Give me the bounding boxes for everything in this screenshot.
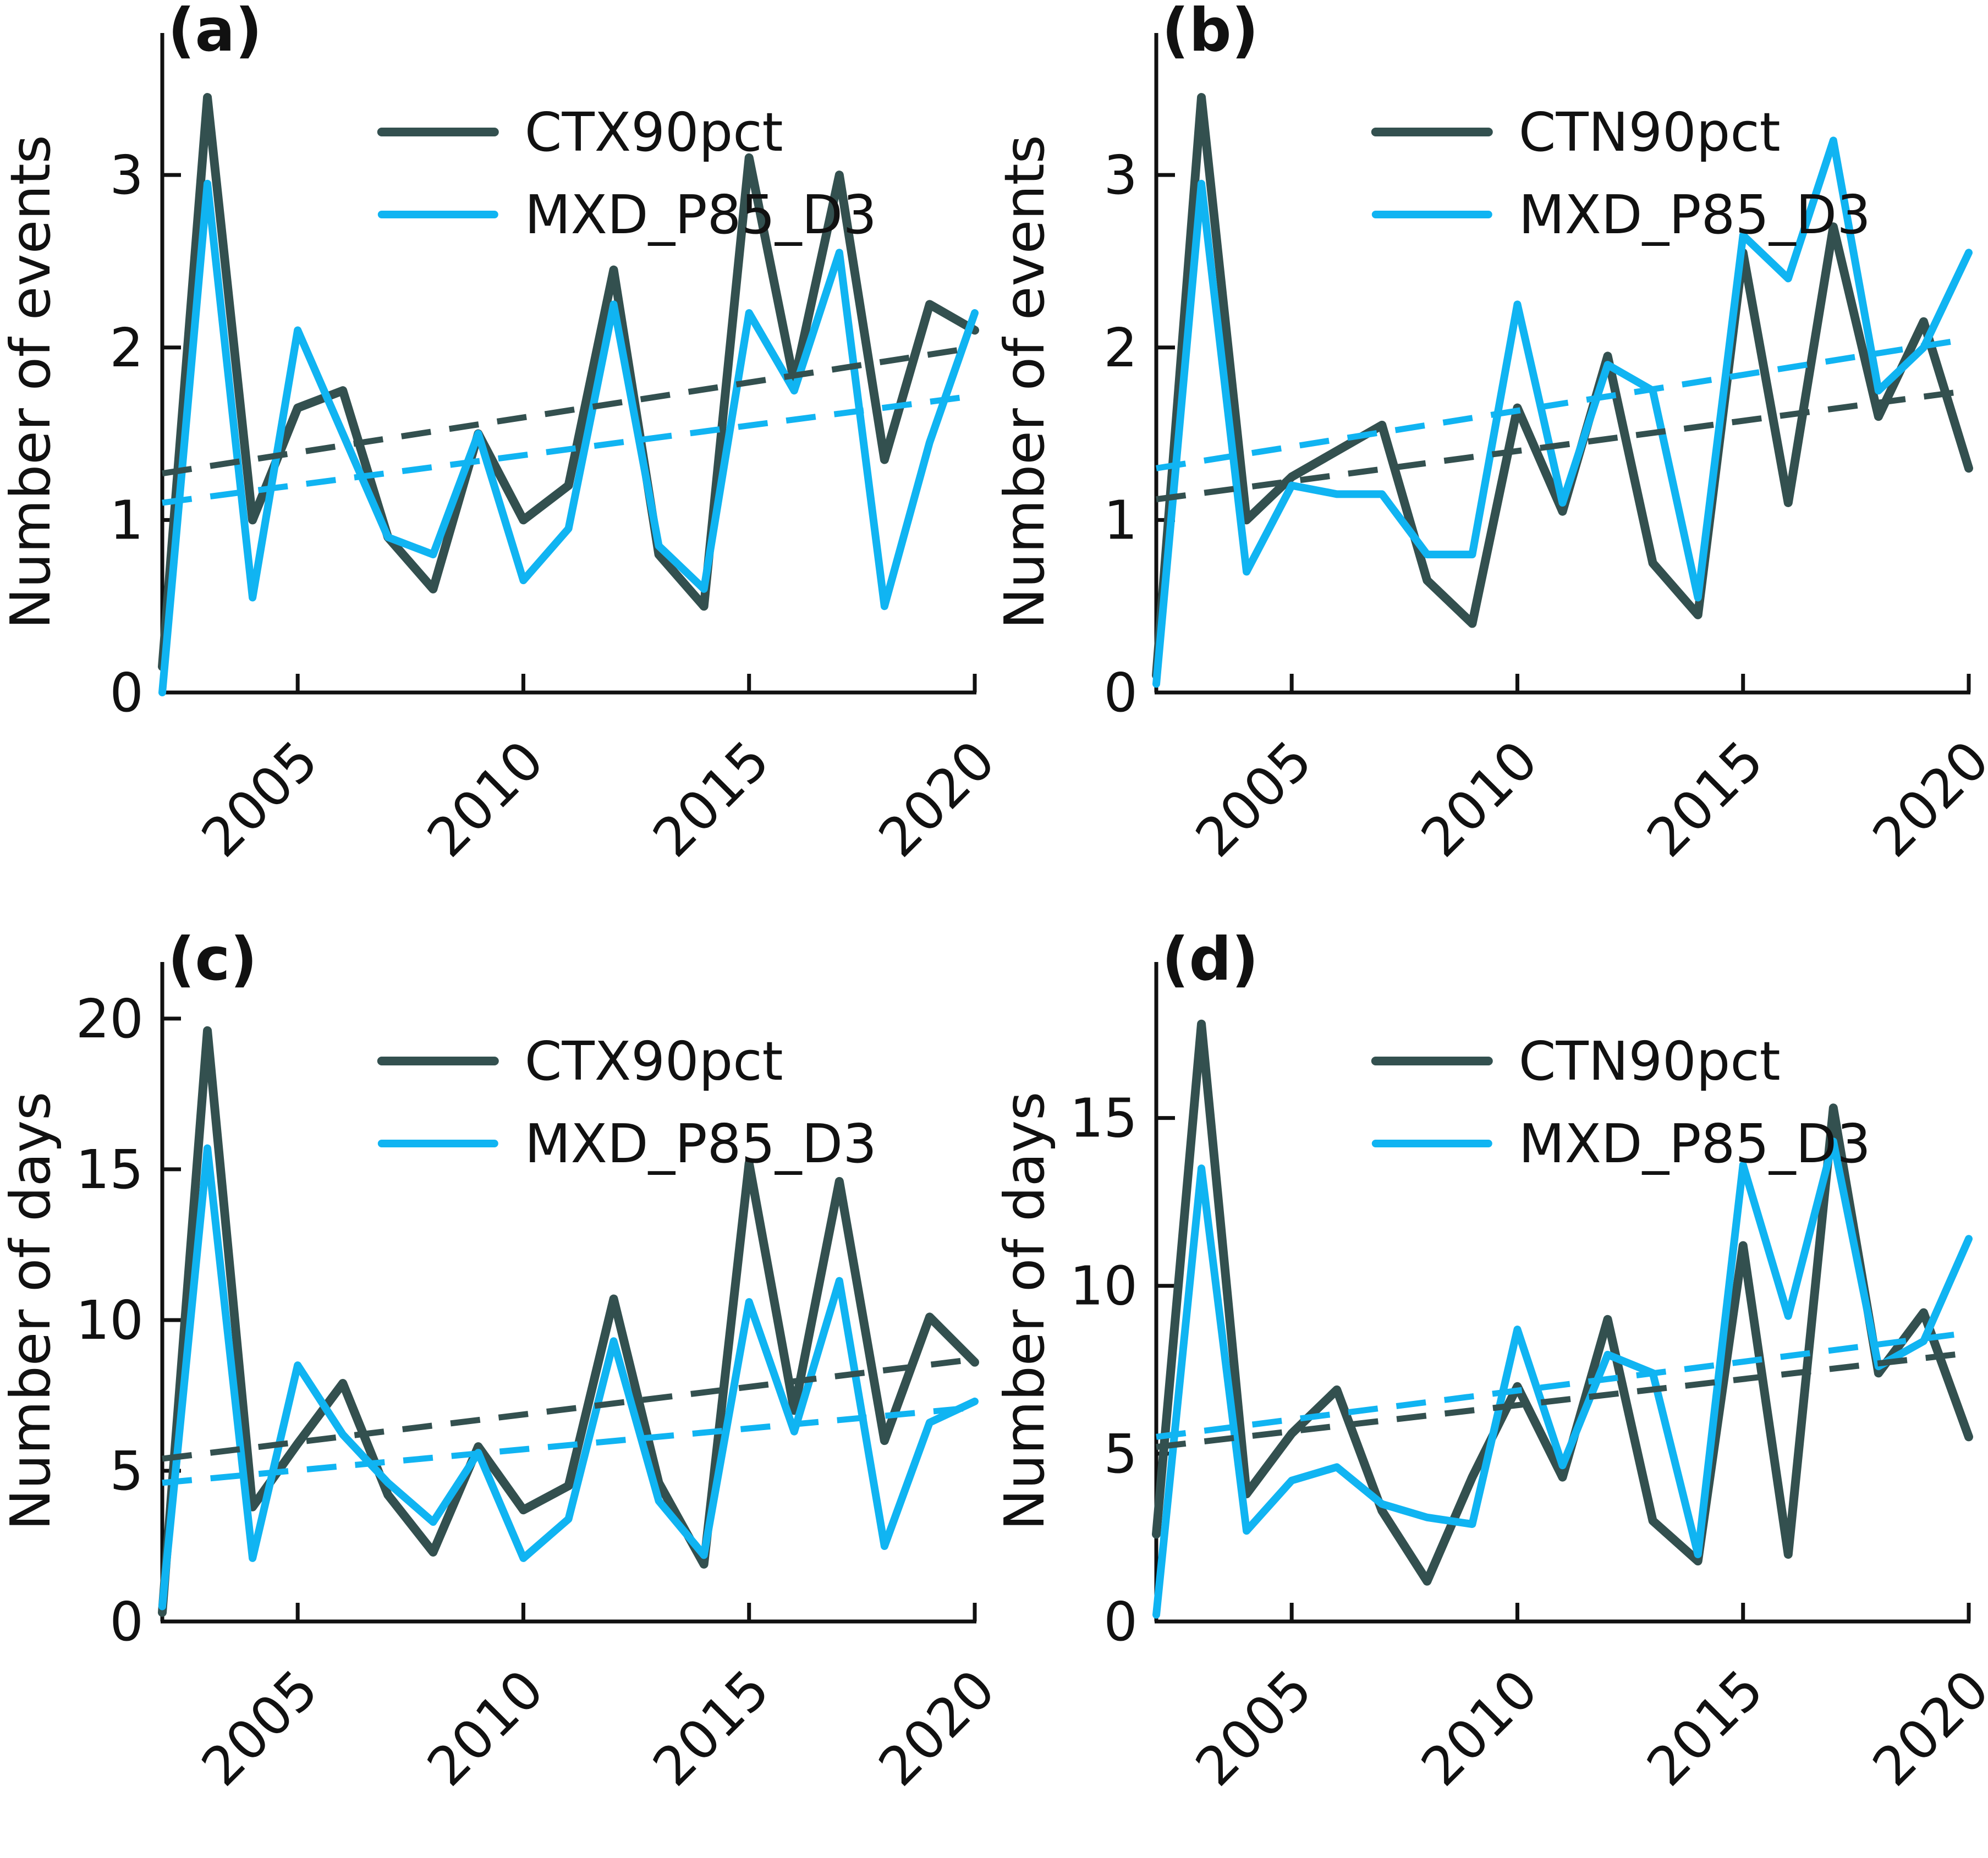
chart-c: 0 5 10 15 20 2005 2010 2015 2020 Number of days (c… [0, 929, 994, 1798]
trend-line-MXD_P85_D3-trend [1156, 1329, 1969, 1440]
x-tick-label: 2010 [415, 729, 555, 868]
y-tick-label: 1 [109, 489, 144, 551]
x-tick-label: 2010 [415, 1658, 555, 1797]
x-tick-label: 2020 [867, 729, 994, 868]
x-tick-label: 2005 [1184, 729, 1323, 868]
series-line-CTN90pct [1152, 93, 1973, 680]
x-tick-label: 2015 [1635, 1658, 1775, 1797]
chart-d: 0 5 10 15 2005 2010 2015 2020 Number of days (d) C… [994, 929, 1988, 1798]
y-tick-label: 5 [109, 1440, 144, 1502]
x-tick-label: 2020 [867, 1658, 994, 1797]
x-tick-label: 2005 [190, 729, 329, 868]
x-tick-label: 2010 [1409, 729, 1549, 868]
y-tick-label: 0 [1103, 662, 1138, 724]
legend-label-MXD_P85_D3: MXD_P85_D3 [525, 184, 877, 246]
legend-label-CTX90pct: CTX90pct [525, 1030, 783, 1092]
y-tick-label: 20 [76, 988, 144, 1050]
x-tick-label: 2015 [641, 1658, 781, 1797]
trend-line-MXD_P85_D3-trend [162, 393, 975, 506]
y-axis-title: Number of events [0, 135, 63, 629]
legend-label-CTX90pct: CTX90pct [525, 101, 783, 163]
series-line-CTX90pct [158, 93, 979, 671]
legend-label-CTN90pct: CTN90pct [1519, 101, 1781, 163]
y-tick-label: 0 [109, 1591, 144, 1653]
panel-letter-label: (c) [168, 929, 257, 994]
trend-line-CTX90pct-trend [162, 1356, 975, 1462]
legend-label-MXD_P85_D3: MXD_P85_D3 [525, 1113, 877, 1175]
y-tick-label: 15 [1070, 1087, 1138, 1150]
x-tick-label: 2015 [1635, 729, 1775, 868]
series-line-CTN90pct [1152, 1019, 1973, 1586]
y-tick-label: 3 [1103, 144, 1138, 206]
legend-label-MXD_P85_D3: MXD_P85_D3 [1519, 1113, 1871, 1175]
trend-line-MXD_P85_D3-trend [1156, 336, 1969, 471]
x-tick-label: 2020 [1861, 729, 1988, 868]
y-tick-label: 2 [1103, 317, 1138, 379]
trend-line-CTN90pct-trend [1156, 1350, 1969, 1450]
x-tick-label: 2005 [190, 1658, 329, 1797]
legend-label-MXD_P85_D3: MXD_P85_D3 [1519, 184, 1871, 246]
y-axis-title: Number of days [994, 1092, 1057, 1531]
y-axis-title: Number of days [0, 1092, 63, 1531]
trend-line-MXD_P85_D3-trend [162, 1404, 975, 1486]
x-tick-label: 2020 [1861, 1658, 1988, 1797]
y-tick-label: 3 [109, 144, 144, 206]
y-tick-label: 10 [76, 1289, 144, 1351]
x-tick-label: 2010 [1409, 1658, 1549, 1797]
y-tick-label: 2 [109, 317, 144, 379]
panel-letter-label: (b) [1162, 0, 1259, 65]
x-tick-label: 2005 [1184, 1658, 1323, 1797]
series-line-MXD_P85_D3 [1152, 136, 1973, 688]
y-tick-label: 0 [1103, 1591, 1138, 1653]
y-tick-label: 10 [1070, 1255, 1138, 1317]
y-tick-label: 5 [1103, 1423, 1138, 1485]
y-axis-title: Number of events [994, 135, 1057, 629]
legend-label-CTN90pct: CTN90pct [1519, 1030, 1781, 1092]
y-tick-label: 0 [109, 662, 144, 724]
panel-b: 0 1 2 3 2005 2010 2015 2020 Number of events (b) C… [994, 0, 1988, 929]
trend-line-CTX90pct-trend [162, 344, 975, 477]
y-tick-label: 15 [76, 1139, 144, 1201]
x-tick-label: 2015 [641, 729, 781, 868]
trend-line-CTN90pct-trend [1156, 387, 1969, 503]
series-line-MXD_P85_D3 [158, 179, 979, 696]
panel-d: 0 5 10 15 2005 2010 2015 2020 Number of days (d) C… [994, 929, 1988, 1858]
panel-letter-label: (a) [168, 0, 262, 65]
y-tick-label: 1 [1103, 489, 1138, 551]
series-line-MXD_P85_D3 [1152, 1137, 1973, 1619]
series-line-CTX90pct [158, 1026, 979, 1617]
chart-a: 0 1 2 3 2005 2010 2015 2020 Number of events (a) C… [0, 0, 994, 869]
panel-a: 0 1 2 3 2005 2010 2015 2020 Number of events (a) C… [0, 0, 994, 929]
chart-b: 0 1 2 3 2005 2010 2015 2020 Number of events (b) C… [994, 0, 1988, 869]
series-line-MXD_P85_D3 [158, 1144, 979, 1610]
panel-letter-label: (d) [1162, 929, 1259, 994]
panel-c: 0 5 10 15 20 2005 2010 2015 2020 Number of days (c… [0, 929, 994, 1858]
